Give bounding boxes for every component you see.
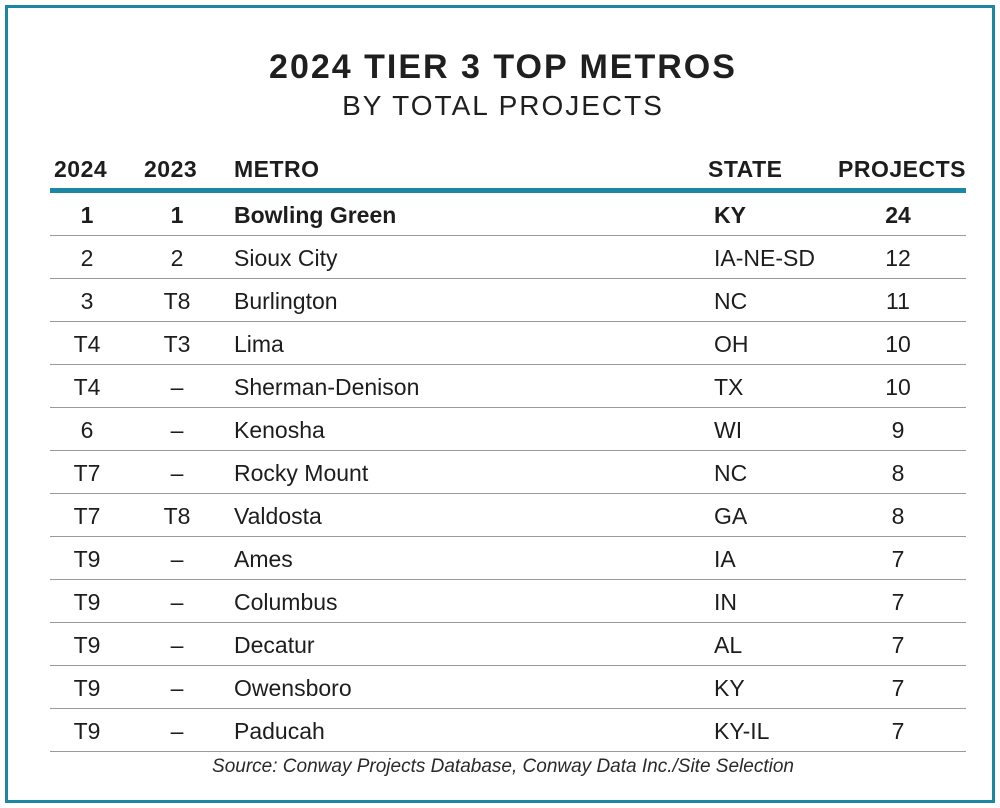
cell-rank-2023: –: [170, 374, 184, 400]
cell-state: NC: [714, 288, 748, 314]
cell-rank-2024: T4: [73, 374, 101, 400]
cell-rank-2023: –: [170, 632, 184, 658]
cell-rank-2024: T7: [73, 460, 101, 486]
cell-metro: Owensboro: [234, 675, 352, 701]
cell-state: NC: [714, 460, 748, 486]
cell-projects: 11: [886, 288, 910, 314]
cell-rank-2024: 3: [80, 288, 94, 314]
table-row: 6 – Kenosha WI 9: [50, 408, 966, 451]
cell-rank-2023: –: [170, 675, 184, 701]
cell-metro: Sioux City: [234, 245, 338, 271]
cell-state: KY: [714, 675, 745, 701]
cell-rank-2024: T9: [73, 718, 101, 744]
cell-rank-2024: T4: [73, 331, 101, 357]
cell-rank-2024: 6: [80, 417, 94, 443]
cell-metro: Ames: [234, 546, 293, 572]
cell-state: KY-IL: [714, 718, 770, 744]
cell-rank-2023: –: [170, 589, 184, 615]
cell-projects: 8: [891, 503, 905, 529]
table-row: 2 2 Sioux City IA-NE-SD 12: [50, 236, 966, 279]
header-rule: [50, 188, 966, 193]
cell-projects: 12: [885, 245, 911, 271]
cell-state: TX: [714, 374, 744, 400]
cell-rank-2023: 2: [170, 245, 184, 271]
cell-state: GA: [714, 503, 748, 529]
cell-projects: 10: [885, 374, 911, 400]
cell-rank-2024: T9: [73, 589, 101, 615]
cell-rank-2023: –: [170, 417, 184, 443]
cell-rank-2023: –: [170, 718, 184, 744]
table-row: T9 – Paducah KY-IL 7: [50, 709, 966, 752]
cell-metro: Decatur: [234, 632, 315, 658]
cell-rank-2023: T3: [163, 331, 191, 357]
cell-projects: 10: [885, 331, 911, 357]
cell-projects: 7: [891, 589, 905, 615]
header-2023: 2023: [144, 156, 198, 182]
cell-projects: 9: [891, 417, 905, 443]
cell-metro: Columbus: [234, 589, 338, 615]
table-body: 1 1 Bowling Green KY 24 2 2 Sioux City IA-NE-SD 1…: [50, 193, 966, 752]
cell-rank-2024: 2: [80, 245, 94, 271]
cell-metro: Kenosha: [234, 417, 325, 443]
cell-state: KY: [714, 202, 746, 228]
table-row: T9 – Ames IA 7: [50, 537, 966, 580]
cell-rank-2023: T8: [163, 503, 191, 529]
table-row: T4 T3 Lima OH 10: [50, 322, 966, 365]
cell-rank-2023: –: [170, 546, 184, 572]
cell-projects: 7: [891, 546, 905, 572]
cell-rank-2023: –: [170, 460, 184, 486]
cell-rank-2024: T9: [73, 675, 101, 701]
cell-metro: Burlington: [234, 288, 338, 314]
header-metro: METRO: [234, 156, 320, 182]
cell-projects: 8: [891, 460, 905, 486]
header-2024: 2024: [54, 156, 108, 182]
cell-rank-2024: T9: [73, 632, 101, 658]
cell-state: IA: [714, 546, 736, 572]
cell-rank-2024: T9: [73, 546, 101, 572]
cell-metro: Bowling Green: [234, 202, 397, 228]
header-projects: PROJECTS: [838, 156, 966, 182]
source-note: Source: Conway Projects Database, Conway…: [212, 756, 794, 777]
cell-projects: 7: [891, 632, 905, 658]
cell-rank-2024: 1: [80, 202, 94, 228]
table-row: T7 T8 Valdosta GA 8: [50, 494, 966, 537]
cell-state: WI: [714, 417, 743, 443]
cell-projects: 24: [885, 202, 911, 228]
cell-metro: Rocky Mount: [234, 460, 369, 486]
cell-rank-2023: T8: [163, 288, 191, 314]
chart-title: 2024 TIER 3 TOP METROS: [269, 48, 737, 86]
cell-metro: Paducah: [234, 718, 325, 744]
cell-state: AL: [714, 632, 743, 658]
cell-state: OH: [714, 331, 749, 357]
table-header: 2024 2023 METRO STATE PROJECTS: [50, 150, 966, 188]
cell-metro: Valdosta: [234, 503, 322, 529]
cell-metro: Lima: [234, 331, 284, 357]
cell-rank-2024: T7: [73, 503, 101, 529]
cell-metro: Sherman-Denison: [234, 374, 420, 400]
cell-rank-2023: 1: [170, 202, 184, 228]
chart-subtitle: BY TOTAL PROJECTS: [342, 90, 664, 121]
table-row: T4 – Sherman-Denison TX 10: [50, 365, 966, 408]
cell-state: IN: [714, 589, 737, 615]
table-row: T7 – Rocky Mount NC 8: [50, 451, 966, 494]
table-row: T9 – Columbus IN 7: [50, 580, 966, 623]
table-row: T9 – Owensboro KY 7: [50, 666, 966, 709]
table-row: 1 1 Bowling Green KY 24: [50, 193, 966, 236]
cell-state: IA-NE-SD: [714, 245, 815, 271]
chart-frame: 2024 TIER 3 TOP METROS BY TOTAL PROJECTS…: [5, 5, 995, 803]
cell-projects: 7: [891, 718, 905, 744]
table-row: T9 – Decatur AL 7: [50, 623, 966, 666]
table-row: 3 T8 Burlington NC 11: [50, 279, 966, 322]
header-state: STATE: [708, 156, 783, 182]
rankings-table: 2024 2023 METRO STATE PROJECTS 1 1 Bowling…: [50, 150, 966, 752]
cell-projects: 7: [891, 675, 905, 701]
